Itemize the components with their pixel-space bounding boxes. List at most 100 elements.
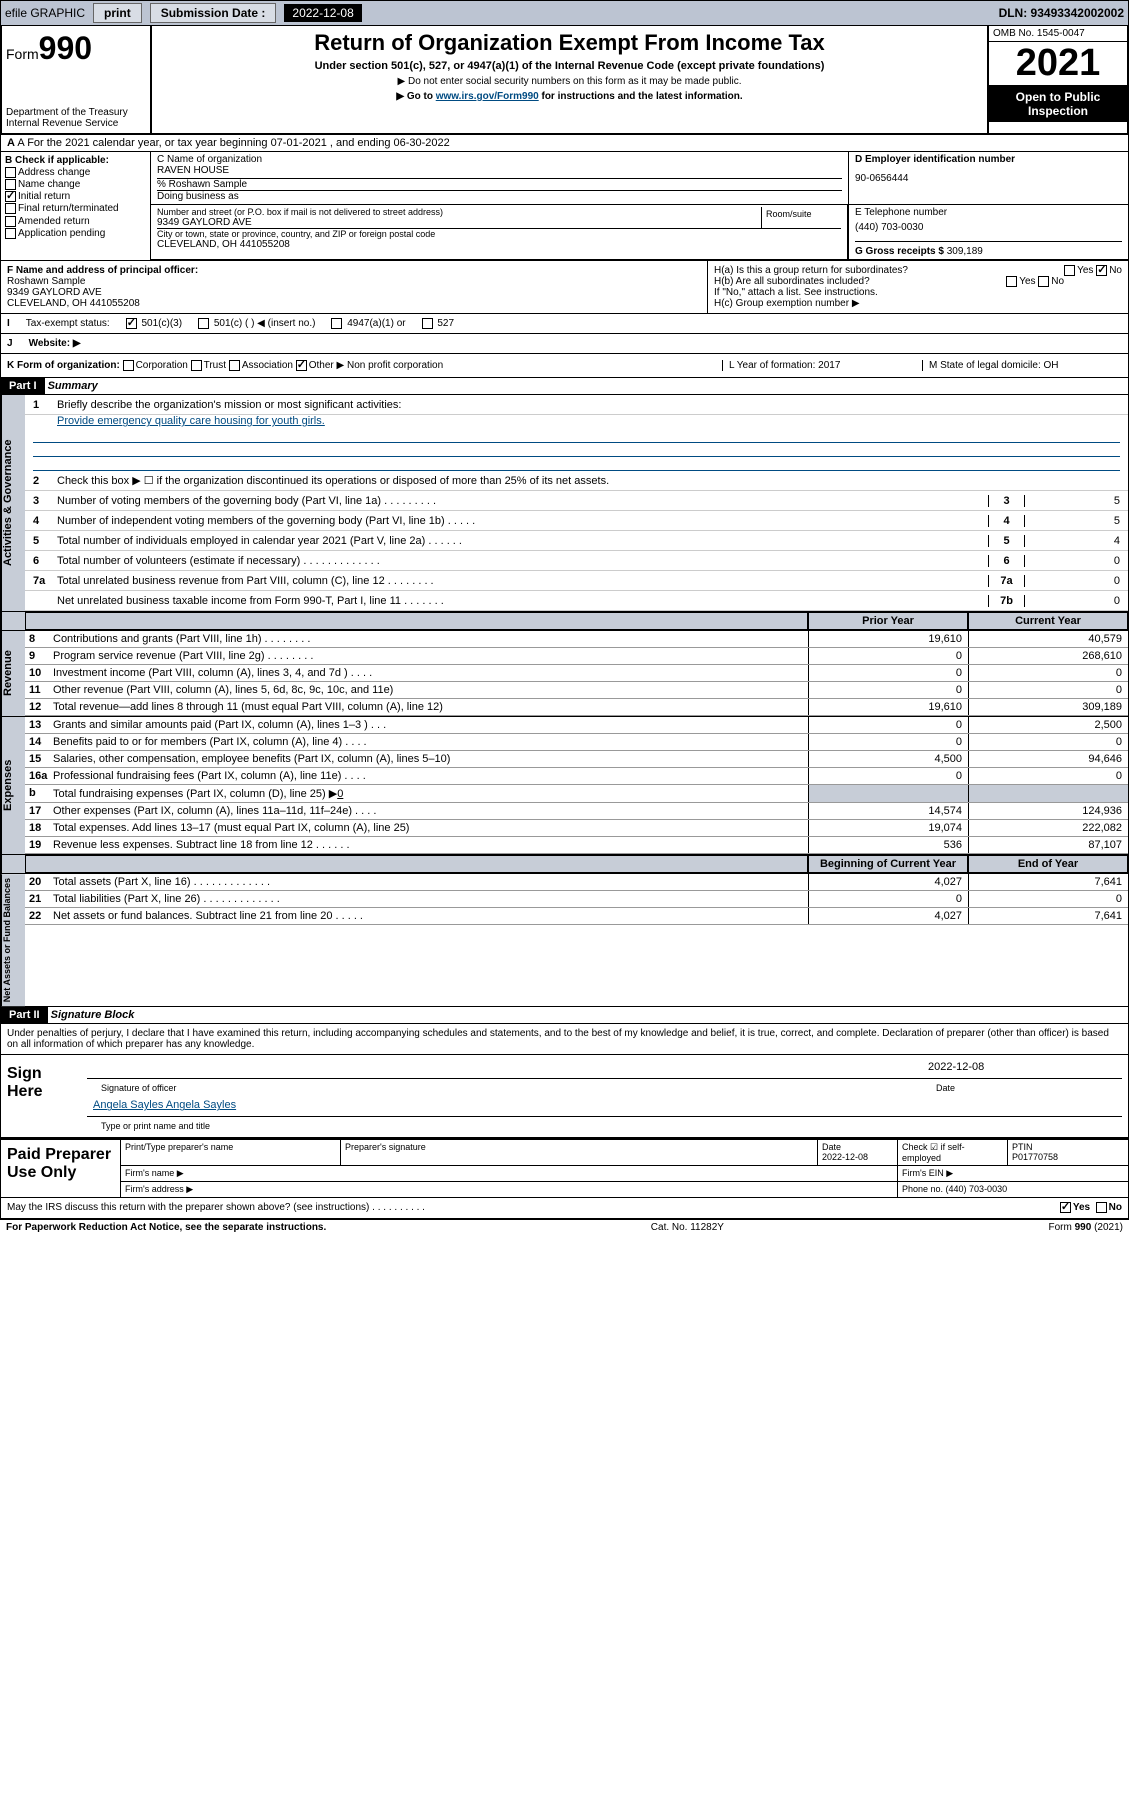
net-assets-section: Net Assets or Fund Balances 20Total asse… [0,874,1129,1007]
print-name-label: Type or print name and title [97,1121,1122,1131]
care-of: % Roshawn Sample [157,178,842,190]
goto-note: ▶ Go to www.irs.gov/Form990 for instruct… [162,91,977,102]
name-change-checkbox[interactable] [5,179,16,190]
city-label: City or town, state or province, country… [157,229,841,239]
4947-checkbox[interactable] [331,318,342,329]
irs-label: Internal Revenue Service [6,118,146,129]
gross-receipts-label: G Gross receipts $ [855,246,944,257]
phone-value: (440) 703-0030 [855,222,1122,233]
officer-city: CLEVELAND, OH 441055208 [7,298,140,309]
trust-checkbox[interactable] [191,360,202,371]
paid-preparer-block: Paid Preparer Use Only Print/Type prepar… [0,1138,1129,1198]
hc-question: H(c) Group exemption number ▶ [714,298,1122,309]
line4-label: Number of independent voting members of … [57,515,988,527]
perjury-declaration: Under penalties of perjury, I declare th… [1,1024,1128,1054]
may-discuss-row: May the IRS discuss this return with the… [0,1198,1129,1218]
phone-label: E Telephone number [855,207,1122,218]
may-yes-checkbox[interactable] [1060,1202,1071,1213]
row-a-tax-year: A A For the 2021 calendar year, or tax y… [0,135,1129,152]
entity-block: B Check if applicable: Address change Na… [0,152,1129,261]
gross-receipts-value: 309,189 [947,246,983,257]
governance-tab: Activities & Governance [1,395,25,611]
officer-name-print: Angela Sayles Angela Sayles [93,1099,236,1111]
527-checkbox[interactable] [422,318,433,329]
form-subtitle: Under section 501(c), 527, or 4947(a)(1)… [162,60,977,72]
street-address: 9349 GAYLORD AVE [157,217,761,228]
expenses-tab: Expenses [1,717,25,854]
ein-label: D Employer identification number [855,154,1015,165]
hb-no-checkbox[interactable] [1038,276,1049,287]
current-year-hdr: Current Year [968,612,1128,630]
line5-label: Total number of individuals employed in … [57,535,988,547]
blank-hdr [25,612,808,630]
col-b-checkboxes: B Check if applicable: Address change Na… [1,152,151,260]
print-button[interactable]: print [93,3,142,23]
ha-no-checkbox[interactable] [1096,265,1107,276]
row-i-status: I Tax-exempt status: 501(c)(3) 501(c) ( … [0,314,1129,334]
line6-value: 0 [1024,555,1124,567]
dln: DLN: 93493342002002 [999,6,1124,20]
mission-text: Provide emergency quality care housing f… [57,415,325,427]
line7a-value: 0 [1024,575,1124,587]
expenses-section: Expenses 13Grants and similar amounts pa… [0,717,1129,855]
line5-value: 4 [1024,535,1124,547]
revenue-tab: Revenue [1,631,25,716]
501c3-checkbox[interactable] [126,318,137,329]
submission-date: 2022-12-08 [284,4,361,22]
signature-block: Under penalties of perjury, I declare th… [0,1024,1129,1138]
corp-checkbox[interactable] [123,360,134,371]
org-name: RAVEN HOUSE [157,165,842,176]
assoc-checkbox[interactable] [229,360,240,371]
cat-no: Cat. No. 11282Y [651,1222,724,1233]
amended-return-checkbox[interactable] [5,216,16,227]
form-footer: Form 990 (2021) [1049,1222,1123,1233]
line3-value: 5 [1024,495,1124,507]
form-number: Form990 [6,30,146,67]
officer-addr: 9349 GAYLORD AVE [7,287,102,298]
other-checkbox[interactable] [296,360,307,371]
sig-officer-label: Signature of officer [97,1083,922,1093]
room-suite-label: Room/suite [761,207,841,228]
top-bar: efile GRAPHIC print Submission Date : 20… [0,0,1129,26]
sign-here-label: Sign Here [1,1055,81,1137]
paid-preparer-label: Paid Preparer Use Only [1,1140,121,1197]
open-inspection: Open to Public Inspection [989,86,1127,122]
line1-label: Briefly describe the organization's miss… [57,399,1124,411]
net-assets-tab: Net Assets or Fund Balances [1,874,25,1006]
line7b-label: Net unrelated business taxable income fr… [57,595,988,607]
tax-year: 2021 [989,42,1127,86]
governance-section: Activities & Governance 1Briefly describ… [0,395,1129,612]
line7b-value: 0 [1024,595,1124,607]
irs-link[interactable]: www.irs.gov/Form990 [436,91,539,102]
address-change-checkbox[interactable] [5,167,16,178]
ein-value: 90-0656444 [855,173,1122,184]
na-header-row: Beginning of Current Year End of Year [0,855,1129,874]
paperwork-notice: For Paperwork Reduction Act Notice, see … [6,1222,326,1233]
may-no-checkbox[interactable] [1096,1202,1107,1213]
hb-yes-checkbox[interactable] [1006,276,1017,287]
officer-label: F Name and address of principal officer: [7,265,198,276]
final-return-checkbox[interactable] [5,203,16,214]
end-year-hdr: End of Year [968,855,1128,873]
line6-label: Total number of volunteers (estimate if … [57,555,988,567]
line7a-label: Total unrelated business revenue from Pa… [57,575,988,587]
officer-name: Roshawn Sample [7,276,85,287]
org-name-label: C Name of organization [157,154,842,165]
tax-exempt-label: Tax-exempt status: [26,318,110,329]
prior-year-hdr: Prior Year [808,612,968,630]
hb-question: H(b) Are all subordinates included? Yes … [714,276,1122,287]
initial-return-checkbox[interactable] [5,191,16,202]
ssn-note: ▶ Do not enter social security numbers o… [162,76,977,87]
ha-yes-checkbox[interactable] [1064,265,1075,276]
part2-header: Part II Signature Block [0,1007,1129,1024]
form-header: Form990 Department of the Treasury Inter… [0,26,1129,135]
pycy-header-row: Prior Year Current Year [0,612,1129,631]
begin-year-hdr: Beginning of Current Year [808,855,968,873]
501c-checkbox[interactable] [198,318,209,329]
application-pending-checkbox[interactable] [5,228,16,239]
city-state-zip: CLEVELAND, OH 441055208 [157,239,841,250]
part1-header: Part I Summary [0,378,1129,395]
omb-number: OMB No. 1545-0047 [989,26,1127,42]
line2-label: Check this box ▶ ☐ if the organization d… [57,474,1124,487]
efile-label: efile GRAPHIC [5,6,85,20]
